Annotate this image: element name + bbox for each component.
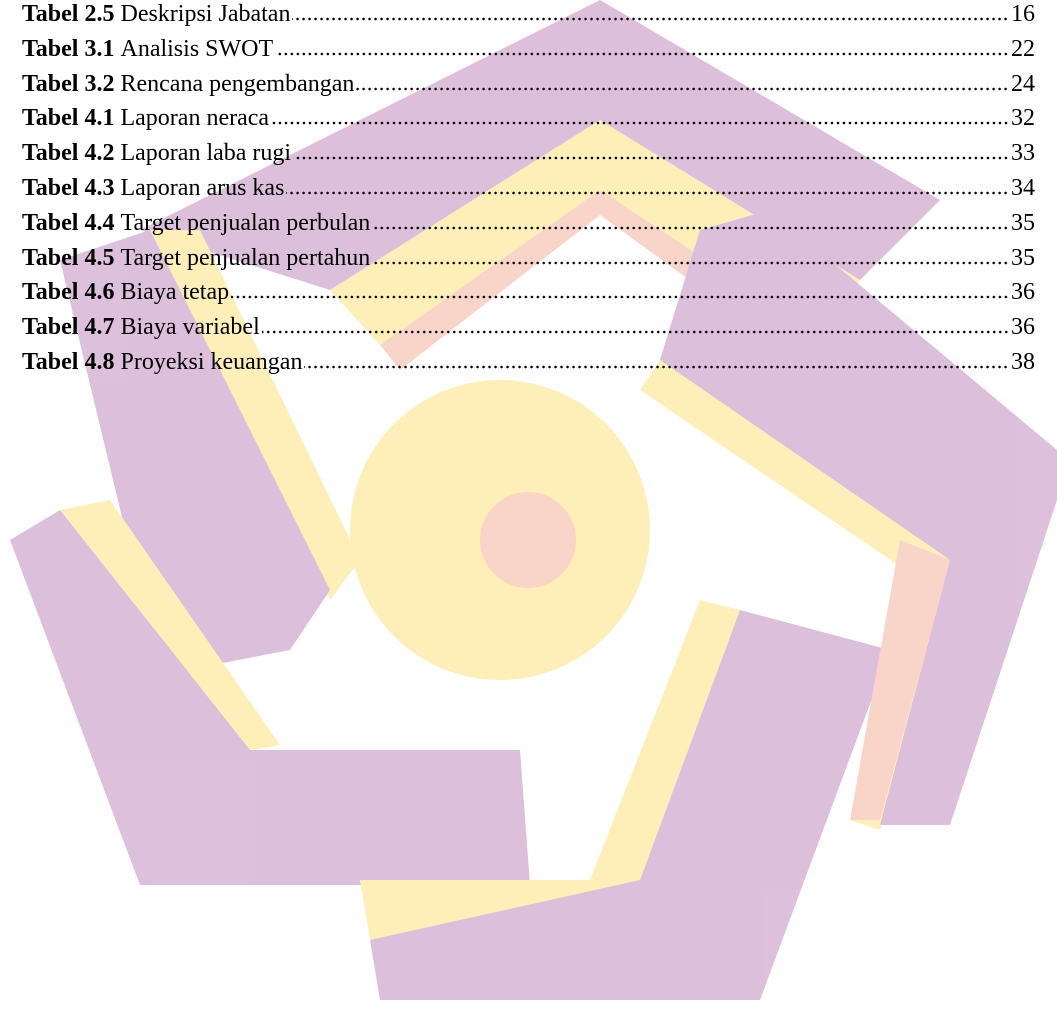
dot-leader — [231, 295, 1009, 299]
table-title: Deskripsi Jabatan — [120, 0, 290, 32]
table-label: Tabel 4.7 — [22, 310, 114, 345]
table-title: Laporan neraca — [120, 101, 269, 136]
table-label: Tabel 2.5 — [22, 0, 114, 32]
page-number: 33 — [1011, 136, 1035, 171]
dot-leader — [275, 52, 1009, 56]
dot-leader — [271, 121, 1009, 125]
page-number: 16 — [1011, 0, 1035, 32]
table-label: Tabel 4.4 — [22, 206, 114, 241]
page-number: 22 — [1011, 32, 1035, 67]
table-title: Target penjualan pertahun — [120, 241, 370, 276]
table-title: Analisis SWOT — [120, 32, 273, 67]
table-label: Tabel 3.2 — [22, 67, 114, 102]
page-number: 32 — [1011, 101, 1035, 136]
table-label: Tabel 4.1 — [22, 101, 114, 136]
table-title: Biaya tetap — [120, 275, 229, 310]
table-title: Laporan laba rugi — [120, 136, 291, 171]
dot-leader — [372, 261, 1009, 265]
table-label: Tabel 4.5 — [22, 241, 114, 276]
page-number: 38 — [1011, 345, 1035, 380]
dot-leader — [372, 226, 1009, 230]
dot-leader — [304, 365, 1009, 369]
table-label: Tabel 4.6 — [22, 275, 114, 310]
table-title: Proyeksi keuangan — [120, 345, 302, 380]
table-title: Target penjualan perbulan — [120, 206, 370, 241]
table-label: Tabel 4.2 — [22, 136, 114, 171]
table-title: Laporan arus kas — [120, 171, 284, 206]
page-number: 34 — [1011, 171, 1035, 206]
dot-leader — [356, 87, 1009, 91]
table-title: Rencana pengembangan — [120, 67, 354, 102]
dot-leader — [292, 17, 1009, 21]
document-page: Tabel 2.5Deskripsi Jabatan16Tabel 3.1Ana… — [0, 0, 1057, 1029]
table-label: Tabel 4.3 — [22, 171, 114, 206]
page-number: 36 — [1011, 275, 1035, 310]
page-number: 35 — [1011, 206, 1035, 241]
dot-leader — [286, 191, 1009, 195]
page-number: 35 — [1011, 241, 1035, 276]
page-number: 24 — [1011, 67, 1035, 102]
dot-leader — [262, 330, 1009, 334]
table-label: Tabel 4.8 — [22, 345, 114, 380]
dot-leader — [293, 156, 1009, 160]
page-number: 36 — [1011, 310, 1035, 345]
table-title: Biaya variabel — [120, 310, 259, 345]
table-label: Tabel 3.1 — [22, 32, 114, 67]
